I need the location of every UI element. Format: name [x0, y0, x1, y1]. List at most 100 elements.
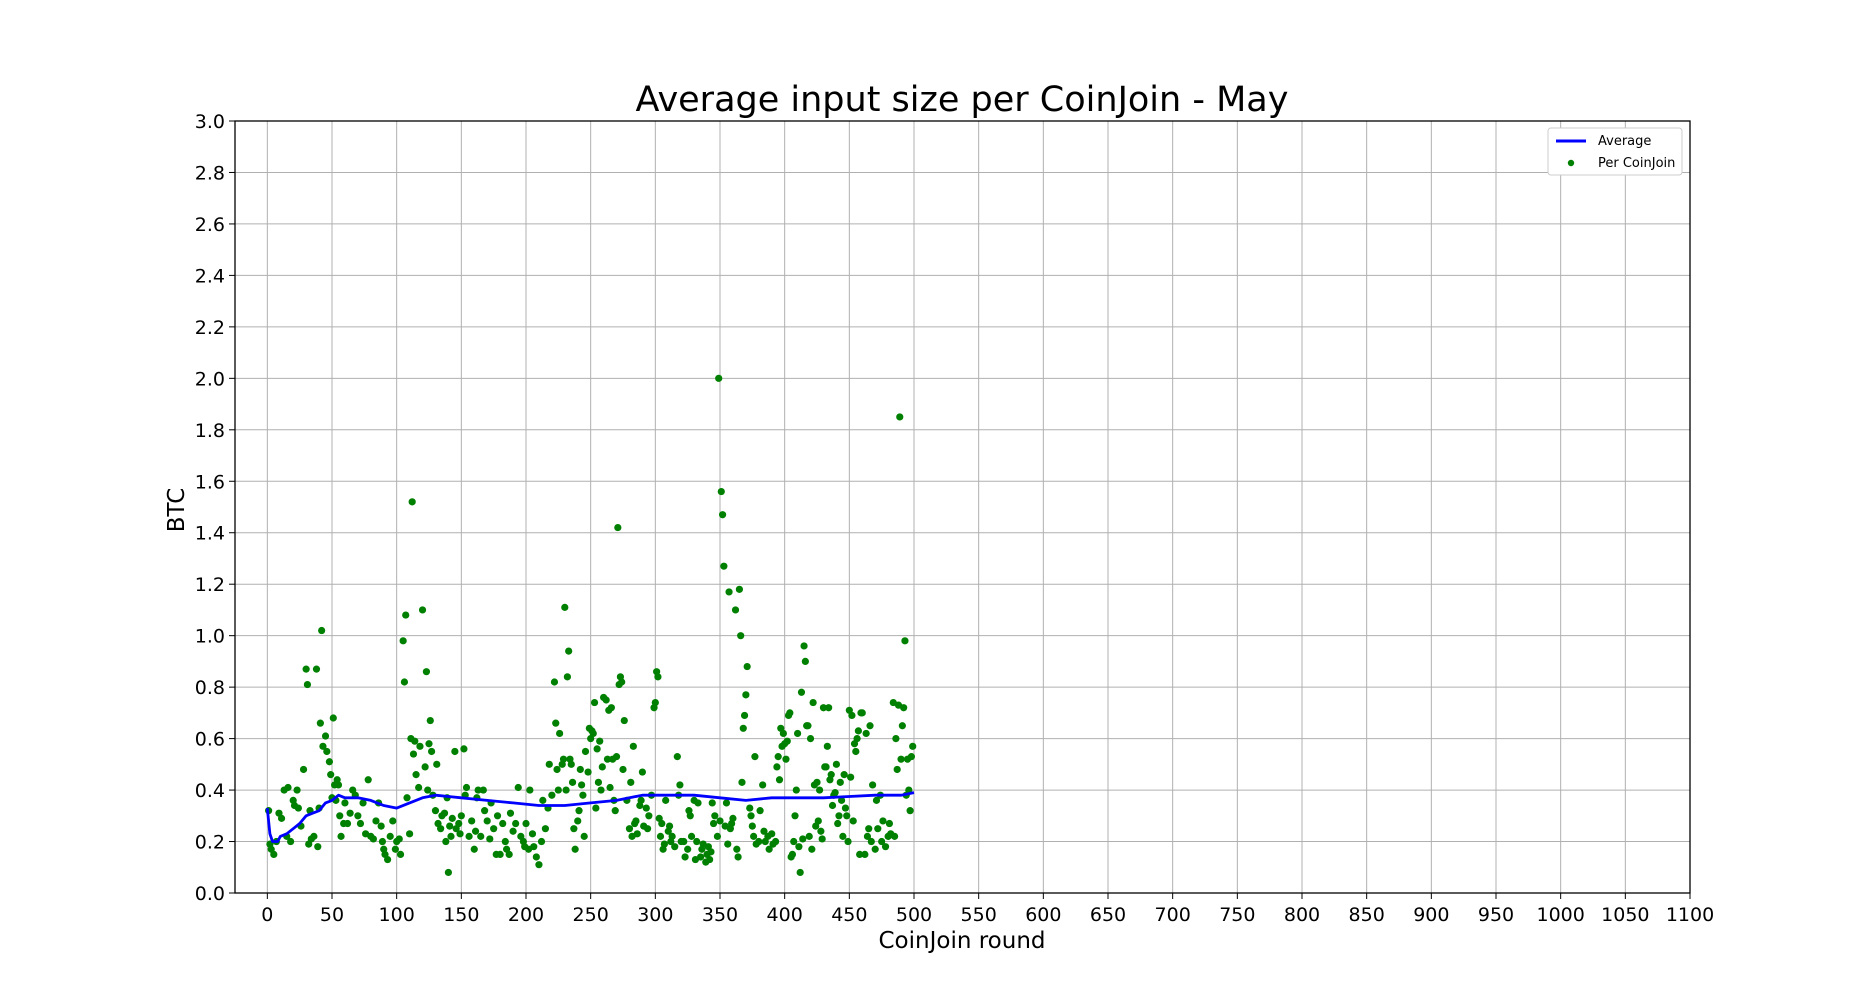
scatter-point: [530, 843, 538, 851]
scatter-point: [501, 837, 509, 846]
x-tick-label: 650: [1090, 904, 1126, 926]
scatter-point: [486, 835, 494, 843]
scatter-point: [665, 822, 674, 830]
scatter-point: [856, 850, 864, 859]
scatter-point: [327, 771, 335, 779]
scatter-point: [671, 843, 679, 851]
scatter-point: [713, 832, 722, 840]
scatter-point: [514, 783, 522, 792]
scatter-point: [411, 737, 419, 745]
scatter-point: [468, 817, 476, 825]
scatter-point: [553, 765, 561, 774]
scatter-point: [791, 812, 799, 820]
scatter-point: [849, 817, 857, 825]
scatter-point: [668, 832, 676, 840]
x-tick-label: 0: [261, 904, 273, 926]
scatter-point: [400, 678, 409, 686]
scatter-point: [847, 773, 855, 781]
scatter-point: [796, 868, 804, 877]
scatter-point: [528, 830, 537, 838]
scatter-point: [759, 781, 767, 789]
scatter-point: [786, 709, 794, 717]
scatter-point: [869, 781, 877, 789]
scatter-point: [756, 807, 764, 815]
scatter-point: [442, 837, 450, 846]
scatter-point: [479, 786, 487, 794]
scatter-point: [734, 853, 742, 861]
scatter-point: [717, 487, 725, 496]
scatter-point: [592, 804, 600, 812]
scatter-point: [537, 837, 546, 846]
scatter-point: [356, 819, 365, 828]
scatter-point: [892, 735, 900, 743]
y-tick-label: 2.2: [195, 317, 225, 339]
x-tick-label: 450: [831, 904, 867, 926]
scatter-point: [431, 807, 440, 815]
scatter-point: [733, 845, 741, 853]
scatter-point: [901, 637, 909, 645]
scatter-point: [743, 662, 751, 671]
scatter-point: [680, 837, 688, 846]
scatter-point: [565, 647, 573, 655]
scatter-point: [707, 848, 715, 856]
scatter-point: [561, 603, 569, 611]
y-tick-label: 0.6: [195, 729, 225, 751]
scatter-point: [581, 747, 590, 756]
scatter-point: [831, 789, 839, 797]
scatter-point: [773, 763, 781, 771]
scatter-point: [854, 727, 862, 735]
scatter-point: [548, 791, 556, 799]
scatter-point: [731, 606, 740, 614]
scatter-point: [629, 742, 637, 750]
scatter-point: [809, 698, 817, 707]
scatter-point: [633, 830, 641, 838]
scatter-point: [506, 809, 515, 817]
scatter-point: [687, 832, 696, 840]
scatter-point: [562, 786, 570, 794]
x-tick-label: 200: [508, 904, 544, 926]
scatter-point: [437, 825, 445, 833]
scatter-point: [627, 778, 635, 786]
scatter-point: [879, 817, 887, 825]
scatter-point: [783, 737, 791, 745]
scatter-point: [402, 611, 410, 619]
scatter-point: [822, 763, 830, 771]
scatter-point: [619, 765, 627, 774]
scatter-point: [457, 812, 465, 820]
scatter-point: [774, 753, 782, 761]
scatter-point: [795, 843, 803, 851]
scatter-point: [805, 832, 813, 840]
scatter-point: [576, 765, 584, 774]
scatter-point: [598, 763, 606, 771]
x-tick-label: 50: [320, 904, 344, 926]
scatter-point: [607, 704, 615, 712]
scatter-point: [412, 771, 420, 779]
scatter-point: [578, 781, 586, 789]
scatter-point: [440, 809, 449, 817]
scatter-point: [861, 850, 869, 859]
scatter-point: [496, 850, 504, 859]
scatter-point: [329, 714, 337, 722]
scatter-point: [575, 807, 583, 815]
legend-average-label: Average: [1598, 134, 1651, 149]
legend: Average Per CoinJoin: [1547, 127, 1683, 176]
y-tick-label: 2.0: [195, 368, 225, 390]
scatter-point: [848, 711, 856, 720]
scatter-point: [277, 814, 286, 822]
scatter-point: [739, 724, 747, 732]
scatter-point: [684, 845, 692, 853]
scatter-point: [584, 768, 592, 776]
x-tick-label: 350: [702, 904, 738, 926]
scatter-point: [729, 814, 737, 822]
scatter-point: [384, 855, 392, 864]
scatter-point: [284, 783, 292, 792]
y-tick-label: 1.6: [195, 471, 225, 493]
scatter-point: [618, 678, 626, 686]
scatter-point: [865, 825, 873, 833]
scatter-point: [907, 753, 916, 761]
scatter-point: [563, 673, 571, 681]
scatter-point: [735, 585, 744, 593]
scatter-point: [858, 709, 866, 717]
x-tick-label: 300: [637, 904, 673, 926]
y-tick-label: 2.8: [195, 162, 225, 184]
